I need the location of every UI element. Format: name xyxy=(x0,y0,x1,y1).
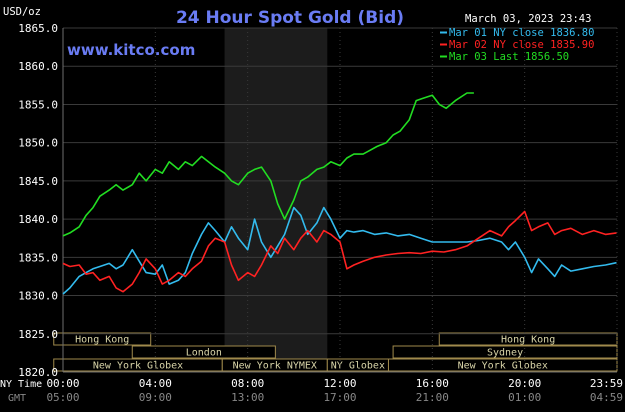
x-tick-label-ny: 23:59 xyxy=(590,377,623,390)
y-tick-label: 1840.0 xyxy=(18,213,58,226)
session-box: London xyxy=(131,345,276,359)
session-box: New York NYMEX xyxy=(221,358,328,372)
session-label: Hong Kong xyxy=(501,335,555,346)
y-tick-label: 1835.0 xyxy=(18,251,58,264)
y-tick-label: 1850.0 xyxy=(18,137,58,150)
series-line-2 xyxy=(62,210,617,293)
x-tick-label-ny: 16:00 xyxy=(416,377,449,390)
session-label: NY Globex xyxy=(331,361,385,372)
session-label: New York NYMEX xyxy=(233,361,317,372)
y-tick-label: 1860.0 xyxy=(18,60,58,73)
y-tick-label: 1845.0 xyxy=(18,175,58,188)
session-box: New York Globex xyxy=(53,358,223,372)
legend-entry: Mar 02 NY close 1835.90 xyxy=(449,39,594,51)
session-label: Hong Kong xyxy=(75,335,129,346)
legend-entry: Mar 01 NY close 1836.80 xyxy=(449,27,594,39)
session-label: New York Globex xyxy=(93,361,183,372)
gmt-row-label: GMT xyxy=(8,393,26,404)
series-line-3 xyxy=(62,92,474,237)
series-line-1 xyxy=(62,206,617,295)
session-box: NY Globex xyxy=(326,358,389,372)
x-tick-label-ny: 12:00 xyxy=(323,377,356,390)
website-link[interactable]: www.kitco.com xyxy=(67,41,195,59)
y-tick-label: 1825.0 xyxy=(18,328,58,341)
unit-label: USD/oz xyxy=(3,6,41,18)
session-box: Hong Kong xyxy=(438,332,618,346)
date-label: March 03, 2023 23:43 xyxy=(465,13,591,25)
x-tick-label-ny: 00:00 xyxy=(46,377,79,390)
session-box: Sydney xyxy=(392,345,618,359)
chart-title: 24 Hour Spot Gold (Bid) xyxy=(176,8,404,28)
y-tick-label: 1820.0 xyxy=(18,366,58,379)
x-tick-label-gmt: 13:00 xyxy=(231,391,264,404)
x-tick-label-gmt: 01:00 xyxy=(508,391,541,404)
x-tick-label-ny: 20:00 xyxy=(508,377,541,390)
x-tick-label-gmt: 21:00 xyxy=(416,391,449,404)
x-tick-label-gmt: 04:59 xyxy=(590,391,623,404)
legend-entry: Mar 03 Last 1856.50 xyxy=(449,51,569,63)
session-box: Hong Kong xyxy=(53,332,152,346)
x-tick-label-gmt: 09:00 xyxy=(139,391,172,404)
x-tick-label-ny: 04:00 xyxy=(139,377,172,390)
x-tick-label-gmt: 05:00 xyxy=(46,391,79,404)
y-tick-label: 1830.0 xyxy=(18,290,58,303)
x-tick-label-gmt: 17:00 xyxy=(323,391,356,404)
x-tick-label-ny: 08:00 xyxy=(231,377,264,390)
y-tick-label: 1855.0 xyxy=(18,98,58,111)
y-tick-label: 1865.0 xyxy=(18,22,58,35)
session-label: Sydney xyxy=(487,348,523,359)
ny-time-row-label: NY Time xyxy=(0,379,42,390)
session-label: New York Globex xyxy=(458,361,548,372)
session-box: New York Globex xyxy=(387,358,618,372)
session-label: London xyxy=(186,348,222,359)
